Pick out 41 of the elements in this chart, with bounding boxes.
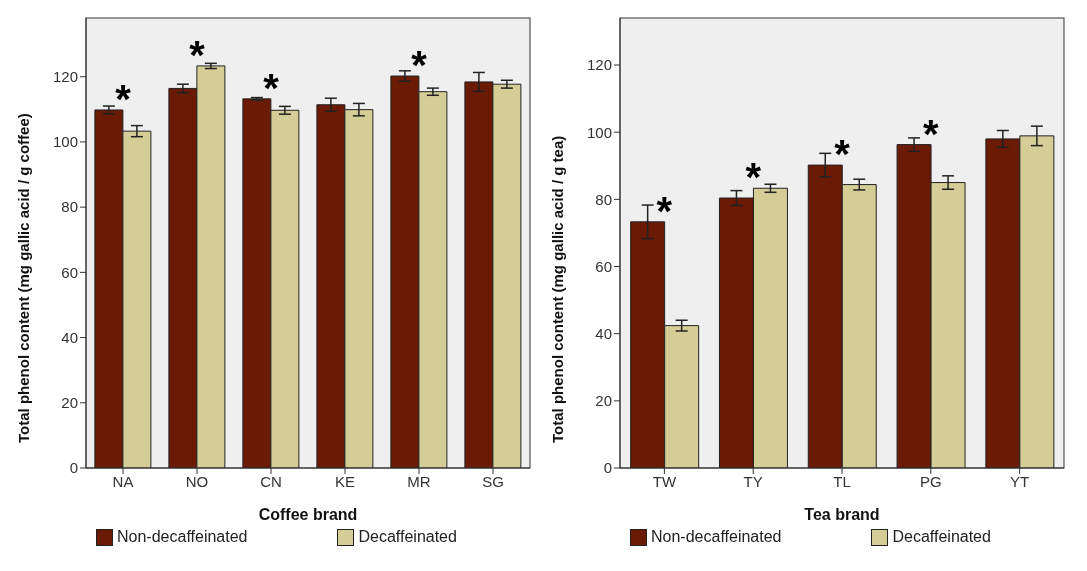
y-axis-title: Total phenol content (mg gallic acid / g tea) — [549, 135, 567, 443]
y-tick-label: 80 — [61, 198, 78, 216]
x-tick-label: TY — [743, 472, 763, 490]
legend-label: Non-decaffeinated — [116, 528, 248, 546]
y-tick-label: 60 — [595, 257, 612, 275]
x-tick-label: MR — [407, 472, 431, 490]
y-tick-label: 20 — [61, 394, 78, 412]
legend-label: Decaffeinated — [891, 528, 991, 546]
annotation: * — [656, 188, 673, 233]
annotation: * — [923, 111, 940, 156]
y-tick-label: 0 — [69, 459, 78, 477]
y-tick-label: 20 — [595, 392, 612, 410]
annotation: * — [411, 43, 428, 88]
x-tick-label: CN — [260, 472, 282, 490]
x-axis-title: Tea brand — [804, 506, 880, 523]
y-tick-label: 100 — [586, 123, 612, 141]
x-tick-label: YT — [1010, 472, 1030, 490]
annotation: * — [115, 76, 132, 121]
y-axis-title: Total phenol content (mg gallic acid / g coffee) — [15, 113, 33, 443]
y-tick-label: 80 — [595, 190, 612, 208]
annotation: * — [189, 32, 206, 77]
legend-label: Non-decaffeinated — [650, 528, 782, 546]
x-tick-label: NA — [112, 472, 134, 490]
y-tick-label: 40 — [61, 328, 78, 346]
y-tick-label: 120 — [52, 68, 78, 86]
x-tick-label: SG — [482, 472, 504, 490]
x-tick-label: NO — [185, 472, 209, 490]
y-tick-label: 0 — [603, 459, 612, 477]
legend-label: Decaffeinated — [357, 528, 457, 546]
x-tick-label: TL — [833, 472, 851, 490]
x-tick-label: TW — [652, 472, 677, 490]
y-tick-label: 40 — [595, 325, 612, 342]
annotation: * — [834, 132, 851, 177]
x-tick-label: PG — [919, 472, 942, 490]
y-tick-label: 100 — [52, 133, 78, 151]
y-tick-label: 60 — [61, 263, 78, 281]
x-axis-title: Coffee brand — [258, 506, 358, 523]
x-tick-label: KE — [334, 472, 356, 490]
annotation: * — [263, 65, 280, 110]
annotation: * — [745, 155, 762, 200]
y-tick-label: 120 — [586, 56, 612, 74]
